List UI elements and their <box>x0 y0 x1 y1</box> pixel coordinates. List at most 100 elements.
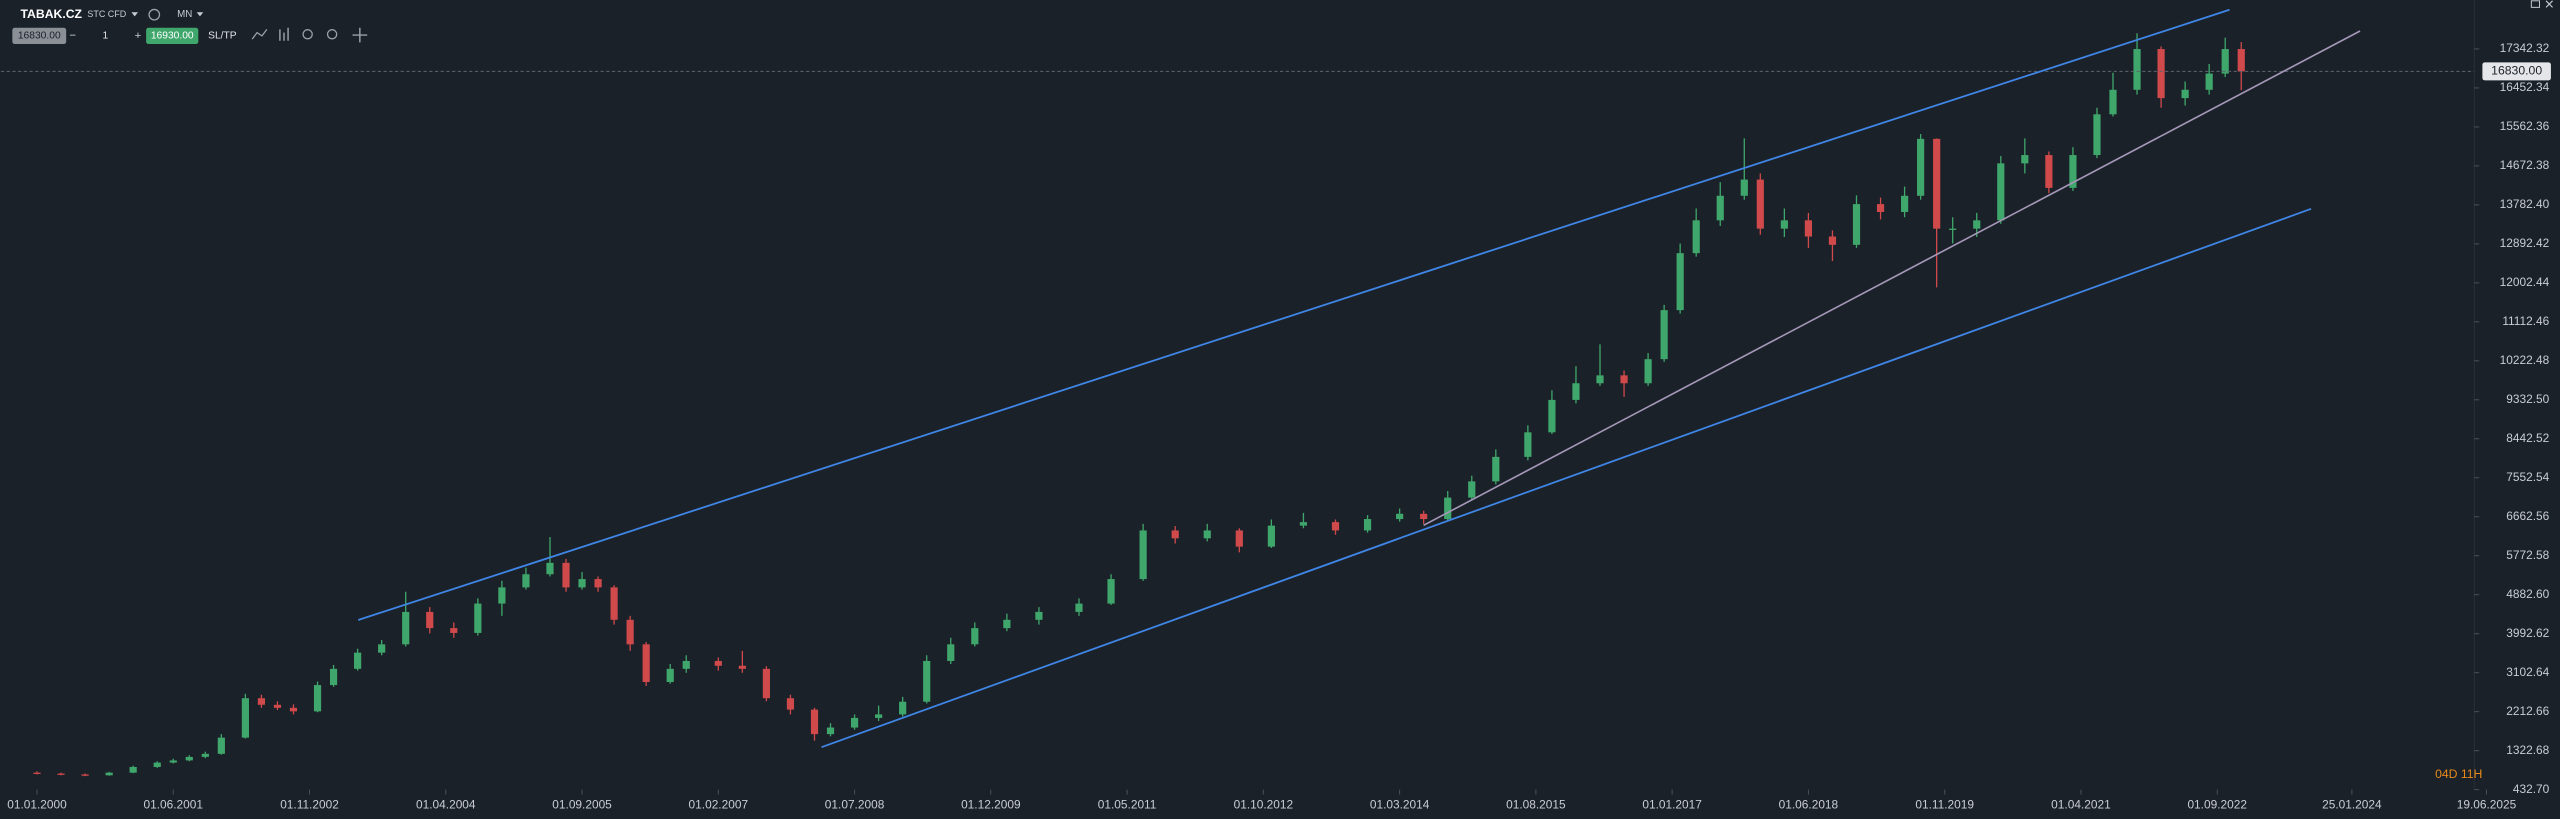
trend-line[interactable] <box>357 8 2230 621</box>
y-tick-label: 12002.44 <box>2500 275 2550 289</box>
x-tick-label: 01.05.2011 <box>1098 797 1157 811</box>
candle-body <box>105 772 113 776</box>
candle-body <box>2221 49 2229 74</box>
crosshair-icon[interactable] <box>352 27 368 43</box>
candle-body <box>313 685 322 712</box>
candle-body <box>1492 456 1500 482</box>
candle-body <box>1740 179 1748 196</box>
candle-body <box>947 644 955 661</box>
y-tick-label: 3102.64 <box>2506 665 2549 679</box>
candle-body <box>185 756 193 761</box>
instrument[interactable]: STC CFD <box>87 9 126 19</box>
candle-body <box>129 766 137 773</box>
candle-body <box>169 760 177 763</box>
candle-body <box>2069 155 2077 188</box>
candle-body <box>474 603 482 633</box>
y-tick-label: 13782.40 <box>2500 197 2550 211</box>
candle-body <box>875 714 883 718</box>
candle-body <box>1692 220 1700 254</box>
candle-body <box>2205 73 2213 90</box>
candle-body <box>1363 519 1372 531</box>
candle-body <box>923 660 931 702</box>
trend-line[interactable] <box>821 207 2312 749</box>
candle-body <box>1644 359 1652 384</box>
y-tick-label: 16452.34 <box>2500 80 2550 94</box>
volume-plus[interactable]: + <box>135 30 142 42</box>
y-tick-label: 11112.46 <box>2502 314 2549 328</box>
candle-body <box>1420 513 1428 520</box>
x-tick-label: 01.07.2008 <box>825 797 885 811</box>
candle-body <box>642 644 650 682</box>
candle-body <box>1035 611 1043 620</box>
zoom-out-icon[interactable] <box>302 29 313 40</box>
zoom-in-icon[interactable] <box>326 29 338 40</box>
plot-area <box>0 33 2475 777</box>
candle-body <box>1660 310 1668 360</box>
clock-icon[interactable] <box>148 8 161 21</box>
sell-price[interactable]: 16830.00 <box>18 31 61 42</box>
candle-body <box>1003 619 1011 629</box>
x-tick-label: 19.06.2025 <box>2457 797 2517 811</box>
timeframe[interactable]: MN <box>177 9 192 20</box>
trend-line[interactable] <box>1423 30 2361 527</box>
candle-body <box>2109 89 2117 115</box>
candle-body <box>2181 89 2189 99</box>
close-icon[interactable] <box>2545 0 2553 8</box>
candle-body <box>217 737 225 754</box>
candle-body <box>1973 220 1981 229</box>
x-tick-label: 01.12.2009 <box>961 797 1021 811</box>
chart-type-icon[interactable] <box>279 27 289 41</box>
candle-body <box>450 628 458 633</box>
x-tick-label: 01.10.2012 <box>1234 797 1294 811</box>
candle-body <box>1331 522 1340 531</box>
x-tick-label: 01.11.2019 <box>1915 797 1974 811</box>
dropdown-icon[interactable] <box>131 12 138 17</box>
candle-body <box>1107 579 1115 604</box>
candle-body <box>2045 155 2053 188</box>
axes: 432.70 1322.68 2212.66 3102.64 3992.62 4882.6… <box>7 0 2551 811</box>
y-tick-label: 17342.32 <box>2500 41 2550 55</box>
candle-body <box>289 707 298 712</box>
y-tick-label: 10222.48 <box>2500 353 2550 367</box>
sltp-button[interactable]: SL/TP <box>208 31 237 42</box>
candle-body <box>826 727 835 735</box>
sell-button[interactable] <box>12 27 67 45</box>
y-tick-label: 6662.56 <box>2506 509 2549 523</box>
last-price-label: 16830.00 <box>2491 64 2542 78</box>
candle-body <box>33 772 41 774</box>
candle-body <box>1572 383 1580 400</box>
x-tick-label: 25.01.2024 <box>2322 797 2382 811</box>
candle-body <box>594 579 602 588</box>
candle-body <box>201 753 209 757</box>
indicator-icon[interactable] <box>251 28 268 40</box>
candle-body <box>1676 253 1684 311</box>
candle-body <box>1468 481 1476 498</box>
candle-body <box>610 587 618 620</box>
x-tick-label: 01.06.2018 <box>1779 797 1839 811</box>
candle-body <box>1933 138 1941 229</box>
maximize-icon[interactable] <box>2530 0 2540 8</box>
y-tick-label: 12892.42 <box>2500 236 2550 250</box>
x-tick-label: 01.04.2004 <box>416 797 476 811</box>
candle-body <box>329 668 338 686</box>
candle-body <box>1548 399 1556 433</box>
candle-body <box>1917 138 1925 196</box>
buy-price[interactable]: 16930.00 <box>151 31 194 42</box>
buy-button[interactable] <box>146 27 199 45</box>
candle-body <box>1901 195 1909 212</box>
x-tick-label: 01.06.2001 <box>143 797 203 811</box>
candle-body <box>378 644 386 653</box>
candle-body <box>426 611 434 629</box>
volume-minus[interactable]: − <box>69 30 76 42</box>
candle-body <box>257 698 266 705</box>
candle-body <box>810 709 819 735</box>
candle-body <box>850 717 859 728</box>
candle-body <box>1780 220 1788 229</box>
candle-body <box>1949 228 1957 230</box>
x-tick-label: 01.09.2005 <box>552 797 612 811</box>
symbol[interactable]: TABAK.CZ <box>21 7 83 21</box>
y-tick-label: 432.70 <box>2513 782 2550 796</box>
volume[interactable]: 1 <box>102 31 108 42</box>
dropdown-icon[interactable] <box>196 12 204 17</box>
